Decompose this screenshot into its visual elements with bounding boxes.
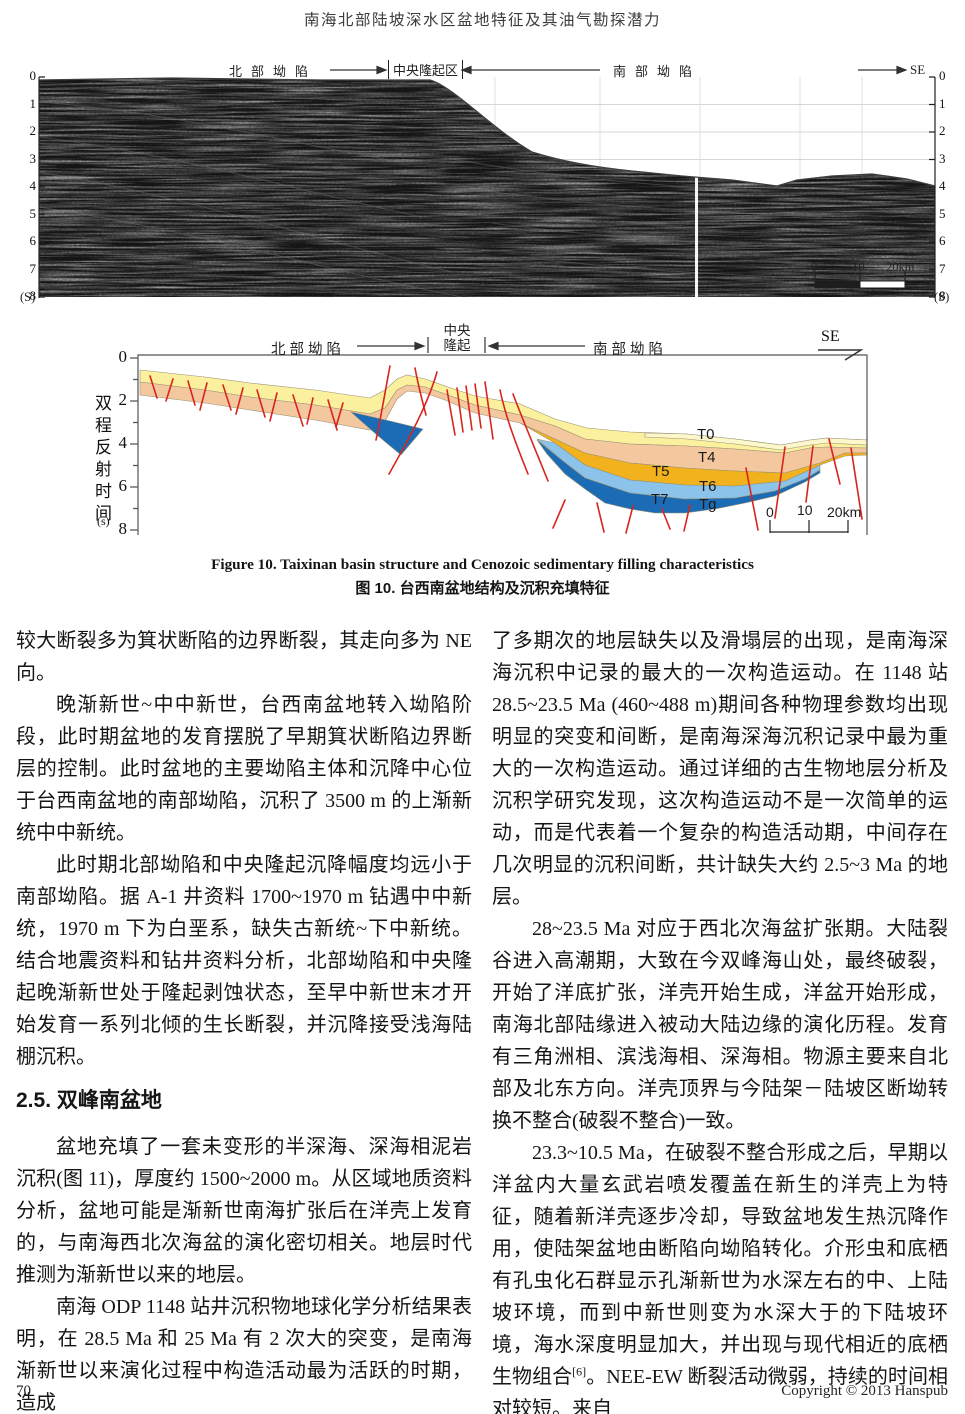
footer: 70 Copyright © 2013 Hanspub <box>16 1383 948 1400</box>
right-column: 了多期次的地层缺失以及滑塌层的出现，是南海深海沉积中记录的最大的一次构造运动。在… <box>492 625 948 1414</box>
axis-tick-label: 2 <box>939 123 946 138</box>
axis-tick-label: 5 <box>29 205 37 221</box>
axis-tick-label: 7 <box>29 260 37 276</box>
label-south-depression: 南部坳陷 <box>612 64 701 79</box>
axis-frame <box>130 354 868 535</box>
axis-tick-label: 4 <box>29 178 37 193</box>
axis-tick-label: 6 <box>29 233 37 248</box>
axis-tick-label: 3 <box>939 150 946 166</box>
axis-tick-label: 0 <box>939 68 946 83</box>
axis-title-twt: 双程反射时间 <box>92 394 111 526</box>
faults <box>149 365 863 534</box>
figure-caption-en: Figure 10. Taixinan basin structure and … <box>211 556 754 573</box>
paragraph: 了多期次的地层缺失以及滑塌层的出现，是南海深海沉积中记录的最大的一次构造运动。在… <box>492 630 948 908</box>
label-se-direction: SE <box>910 62 926 77</box>
section-heading: 2.5. 双峰南盆地 <box>16 1089 162 1112</box>
scale-bar <box>769 520 849 533</box>
paragraph: 南海 ODP 1148 站井沉积物地球化学分析结果表明，在 28.5 Ma 和 … <box>16 1296 472 1414</box>
scale-10: 10 <box>797 502 813 518</box>
scale-0: 0 <box>811 260 818 274</box>
axis-tick-label: 0 <box>29 68 37 83</box>
strata <box>139 369 868 514</box>
label-north-depression: 北部坳陷 <box>271 342 345 358</box>
scale-bar <box>814 271 906 289</box>
axis-unit: (s) <box>97 514 110 528</box>
axis-tick-label: 8 <box>118 519 128 538</box>
label-se-direction: SE <box>821 328 840 345</box>
annotation-arrows <box>330 65 908 75</box>
axis-tick-label: 4 <box>118 433 128 452</box>
scale-10: 10 <box>852 260 865 274</box>
axis-tick-label: 2 <box>29 123 37 138</box>
axis-tick-label: 2 <box>118 390 128 409</box>
seafloor-line <box>38 77 936 187</box>
paragraph: 盆地充填了一套未变形的半深海、深海相泥岩沉积(图 11)，厚度约 1500~20… <box>16 1136 472 1286</box>
label-south-depression: 南部坳陷 <box>593 342 667 358</box>
label-central-uplift: 中央 隆起 <box>431 323 483 353</box>
axis-tick-label: 6 <box>939 233 946 248</box>
horizon-label-t7: T7 <box>651 491 669 508</box>
paragraph: 较大断裂多为箕状断陷的边界断裂，其走向多为 NE 向。 <box>16 630 472 684</box>
page-title: 南海北部陆坡深水区盆地特征及其油气勘探潜力 <box>303 12 661 29</box>
seismic-texture <box>39 78 935 297</box>
horizon-label-t6: T6 <box>699 478 717 495</box>
footer-copyright: Copyright © 2013 Hanspub <box>781 1383 948 1399</box>
axis-tick-label: 8 <box>939 288 946 303</box>
seismic-plot-svg <box>38 65 936 298</box>
figure-seismic-section: 北部坳陷 中央隆起区 南部坳陷 SE 0 1 2 3 4 5 6 7 8 0 1 2 3 4 5 6 7 8 (… <box>20 57 950 310</box>
axis-unit-left: (S) <box>20 290 36 304</box>
axes <box>38 76 936 298</box>
horizon-label-t5: T5 <box>652 463 670 480</box>
paragraph: 晚渐新世~中中新世，台西南盆地转入坳陷阶段，此时期盆地的发育摆脱了早期箕状断陷边… <box>16 694 472 844</box>
scale-20km: 20km <box>886 260 915 274</box>
axis-tick-label: 5 <box>939 205 946 221</box>
scale-20km: 20km <box>827 504 862 520</box>
axis-tick-label: 6 <box>118 476 128 495</box>
annotation-arrows <box>357 337 864 361</box>
horizon-label-t0: T0 <box>697 426 715 443</box>
axis-tick-label: 0 <box>118 347 128 366</box>
axis-tick-label: 1 <box>29 95 37 111</box>
axis-tick-label: 4 <box>939 178 946 193</box>
figure-caption-zh: 图 10. 台西南盆地结构及沉积充填特征 <box>355 580 610 597</box>
interpreted-plot-svg <box>130 337 868 535</box>
label-central-line2: 隆起 <box>443 338 471 353</box>
axis-unit-right: (S) <box>934 290 950 304</box>
label-central-uplift-zone: 中央隆起区 <box>388 60 464 79</box>
footer-page-number: 70 <box>16 1383 31 1399</box>
label-central-line1: 中央 <box>443 323 471 338</box>
axis-tick-label: 7 <box>939 260 946 276</box>
left-column: 较大断裂多为箕状断陷的边界断裂，其走向多为 NE 向。晚渐新世~中中新世，台西南… <box>16 625 472 1414</box>
horizon-label-t4: T4 <box>698 449 716 466</box>
paragraph: 28~23.5 Ma 对应于西北次海盆扩张期。大陆裂谷进入高潮期，大致在今双峰海… <box>492 918 948 1132</box>
axis-tick-label: 1 <box>939 95 946 111</box>
axis-tick-label: 3 <box>29 150 37 166</box>
reference-superscript: [6] <box>572 1364 587 1379</box>
paragraph: 23.3~10.5 Ma，在破裂不整合形成之后，早期以洋盆内大量玄武岩喷发覆盖在… <box>492 1142 948 1414</box>
horizon-label-tg: Tg <box>699 496 717 513</box>
paragraph: 此时期北部坳陷和中央隆起沉降幅度均远小于南部坳陷。据 A-1 井资料 1700~… <box>16 854 472 1068</box>
axis-tick-label: 8 <box>29 288 37 303</box>
label-north-depression: 北部坳陷 <box>228 64 317 79</box>
figure-interpreted-section: 北部坳陷 中央 隆起 南部坳陷 SE 双程反射时间 (s) 0 2 4 6 8 T0 T… <box>85 322 885 547</box>
scale-0: 0 <box>766 504 774 520</box>
